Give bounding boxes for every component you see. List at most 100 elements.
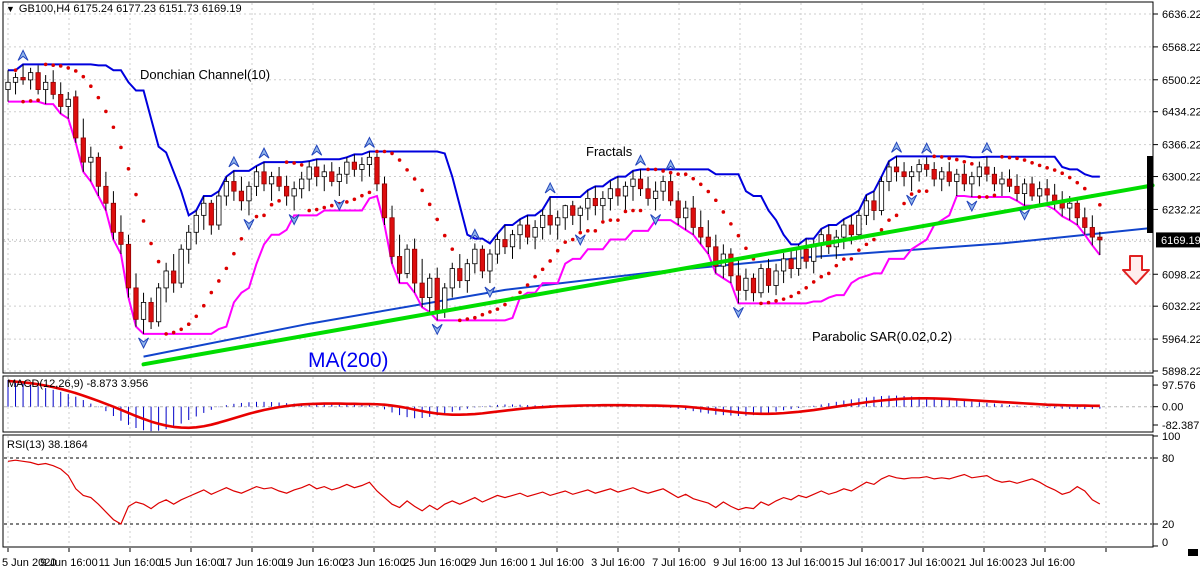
fractal-up-arrow <box>544 181 556 194</box>
svg-text:6500.22: 6500.22 <box>1162 75 1200 87</box>
psar-dot <box>156 259 161 264</box>
psar-dot <box>503 302 507 307</box>
svg-text:7 Jul 16:00: 7 Jul 16:00 <box>652 557 706 569</box>
psar-dot <box>420 188 424 193</box>
psar-dot <box>548 259 552 263</box>
psar-dot <box>698 182 703 187</box>
psar-dot <box>171 330 176 335</box>
svg-text:23 Jun 16:00: 23 Jun 16:00 <box>342 557 406 569</box>
psar-dot <box>608 218 613 222</box>
psar-dot <box>789 294 793 299</box>
psar-dot <box>766 300 771 305</box>
psar-dot <box>1075 180 1080 185</box>
svg-text:17 Jul 16:00: 17 Jul 16:00 <box>893 557 953 569</box>
psar-dot <box>254 214 259 219</box>
fractal-up-arrow <box>228 155 240 168</box>
psar-dot <box>201 303 206 308</box>
fractal-up-arrow <box>311 144 323 156</box>
current-price-tag <box>1156 232 1200 248</box>
psar-dot <box>849 257 854 261</box>
psar-dot <box>954 157 959 162</box>
psar-dot <box>683 172 688 177</box>
svg-text:0.00: 0.00 <box>1162 402 1183 414</box>
psar-dot <box>473 315 477 320</box>
psar-dot <box>729 222 733 226</box>
psar-dot <box>811 280 816 284</box>
psar-dot <box>736 233 741 238</box>
svg-text:6636.22: 6636.22 <box>1162 9 1200 21</box>
psar-dot <box>1060 171 1064 176</box>
psar-dot <box>13 68 18 73</box>
psar-dot <box>81 74 86 79</box>
psar-dot <box>902 201 906 206</box>
psar-dot <box>1022 158 1027 162</box>
fractal-down-arrow <box>484 286 496 299</box>
psar-dot <box>834 263 839 268</box>
svg-text:6366.22: 6366.22 <box>1162 140 1200 152</box>
psar-dot <box>819 274 824 279</box>
psar-dot <box>141 219 146 223</box>
psar-dot <box>985 195 989 199</box>
macd-panel-label: MACD(12,26,9) -8.873 3.956 <box>7 378 149 390</box>
svg-text:80: 80 <box>1162 453 1174 465</box>
svg-text:6300.22: 6300.22 <box>1162 172 1200 184</box>
psar-dot <box>796 290 801 295</box>
psar-dot <box>646 167 650 172</box>
svg-text:6568.22: 6568.22 <box>1162 42 1200 54</box>
psar-dot <box>623 209 628 214</box>
fractal-down-arrow <box>138 337 149 349</box>
svg-text:17 Jun 16:00: 17 Jun 16:00 <box>220 557 284 569</box>
psar-dot <box>947 156 952 161</box>
svg-text:3 Jul 16:00: 3 Jul 16:00 <box>591 557 645 569</box>
psar-dot <box>721 210 726 214</box>
fractal-up-arrow <box>891 141 902 153</box>
psar-dot <box>601 220 605 224</box>
psar-dot <box>1067 175 1072 180</box>
psar-dot <box>36 98 40 102</box>
time-axis-end-marker <box>1188 549 1198 556</box>
svg-text:97.576: 97.576 <box>1162 380 1196 392</box>
psar-dot <box>134 192 138 197</box>
psar-dot <box>397 158 402 162</box>
psar-dot <box>586 229 590 233</box>
psar-dot <box>224 266 229 271</box>
psar-dot <box>495 307 500 311</box>
psar-dot <box>992 193 997 198</box>
macd-signal-line <box>7 379 1100 430</box>
psar-dot <box>533 274 537 279</box>
psar-dot <box>563 240 568 244</box>
psar-dot <box>842 257 846 261</box>
psar-dot <box>668 170 673 175</box>
svg-text:23 Jul 16:00: 23 Jul 16:00 <box>1015 557 1075 569</box>
psar-dot <box>360 193 364 198</box>
trendline[interactable] <box>141 183 1155 367</box>
psar-dot <box>194 314 199 319</box>
psar-dot <box>676 172 680 176</box>
ohlc-toggle-icon[interactable]: ▼ <box>6 4 15 14</box>
psar-dot <box>1007 155 1012 160</box>
psar-dot <box>1052 168 1057 172</box>
psar-dot <box>186 322 191 327</box>
fractal-down-arrow <box>243 218 255 231</box>
fractal-down-arrow <box>288 214 300 226</box>
psar-dot <box>826 271 831 276</box>
psar-dot <box>872 237 876 242</box>
fractal-up-arrow <box>469 228 481 240</box>
fractal-up-arrow <box>981 141 993 154</box>
psar-dot <box>284 160 289 164</box>
psar-dot <box>887 218 891 222</box>
psar-dot <box>1037 163 1042 168</box>
price-axis[interactable]: 6636.22 6568.22 6500.22 6434.22 6366.22 6300.… <box>1153 9 1200 549</box>
psar-dot <box>390 151 394 156</box>
psar-dot <box>465 317 470 321</box>
rsi-panel <box>4 436 1152 546</box>
psar-dot <box>217 279 221 283</box>
price-range-indicator <box>1147 156 1153 233</box>
ma-annotation: MA(200) <box>308 349 389 372</box>
bearish-signal-arrow[interactable] <box>1122 255 1150 285</box>
psar-dot <box>382 149 387 154</box>
main-panel <box>4 3 1155 372</box>
